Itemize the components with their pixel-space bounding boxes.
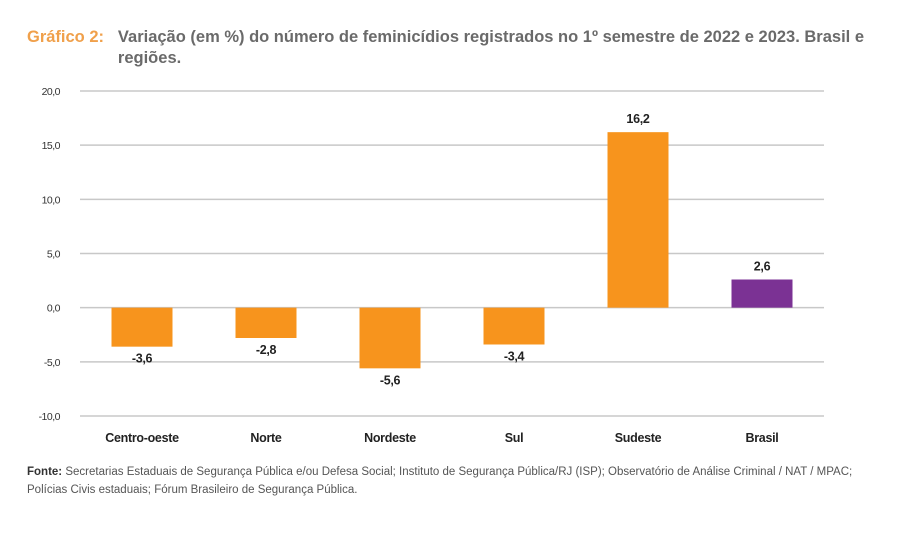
value-labels: -3,6 -2,8 -5,6 -3,4 16,2 2,6 [132,112,771,387]
bar-sudeste [607,132,669,308]
y-tick-label: 20,0 [42,86,61,98]
chart-title: Gráfico 2: Variação (em %) do número de … [27,27,897,69]
category-label: Brasil [746,431,779,445]
bars [111,132,793,369]
y-tick-label: 5,0 [47,249,61,261]
y-tick-label: -5,0 [44,357,61,369]
category-label: Sudeste [615,431,662,445]
category-label: Centro-oeste [105,431,179,445]
value-label: 2,6 [754,260,771,274]
bar-brasil [731,279,793,308]
value-label: -2,8 [256,343,277,357]
category-label: Sul [505,431,524,445]
value-label: -3,4 [504,350,525,364]
bar-centro-oeste [111,307,173,347]
source-note: Fonte: Secretarias Estaduais de Seguranç… [27,463,887,499]
bar-nordeste [359,307,421,369]
bar-sul [483,307,545,345]
chart-title-text: Variação (em %) do número de feminicídio… [117,28,865,67]
x-axis-categories: Centro-oeste Norte Nordeste Sul Sudeste Brasi… [105,431,779,445]
value-label: -3,6 [132,352,153,366]
source-label: Fonte: [27,466,63,478]
y-tick-label: 15,0 [42,140,61,152]
value-label: -5,6 [380,373,401,387]
category-label: Nordeste [364,431,416,445]
source-text: Secretarias Estaduais de Segurança Públi… [27,466,853,496]
category-label: Norte [250,431,281,445]
y-axis-ticks: 20,0 15,0 10,0 5,0 0,0 -5,0 -10,0 [39,86,62,423]
bar-norte [235,307,297,338]
value-label: 16,2 [626,112,649,126]
y-tick-label: 10,0 [42,194,61,206]
gridlines [80,90,824,417]
chart-title-label: Gráfico 2: [27,28,105,46]
y-tick-label: 0,0 [47,303,61,315]
y-tick-label: -10,0 [39,411,61,423]
